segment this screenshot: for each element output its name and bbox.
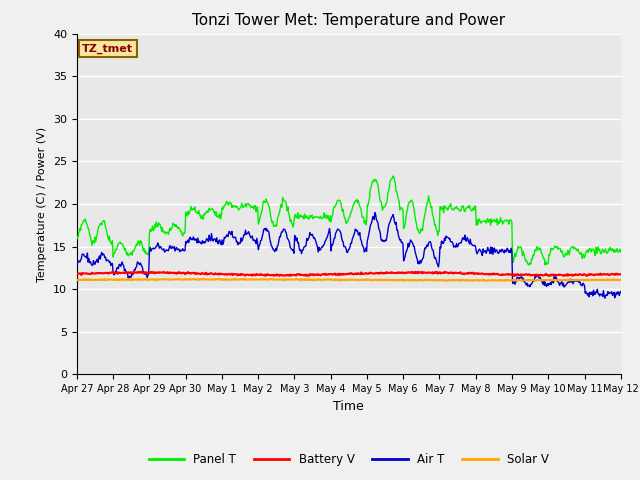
X-axis label: Time: Time	[333, 400, 364, 413]
Text: TZ_tmet: TZ_tmet	[82, 44, 133, 54]
Legend: Panel T, Battery V, Air T, Solar V: Panel T, Battery V, Air T, Solar V	[144, 448, 554, 471]
Title: Tonzi Tower Met: Temperature and Power: Tonzi Tower Met: Temperature and Power	[192, 13, 506, 28]
Y-axis label: Temperature (C) / Power (V): Temperature (C) / Power (V)	[37, 126, 47, 282]
